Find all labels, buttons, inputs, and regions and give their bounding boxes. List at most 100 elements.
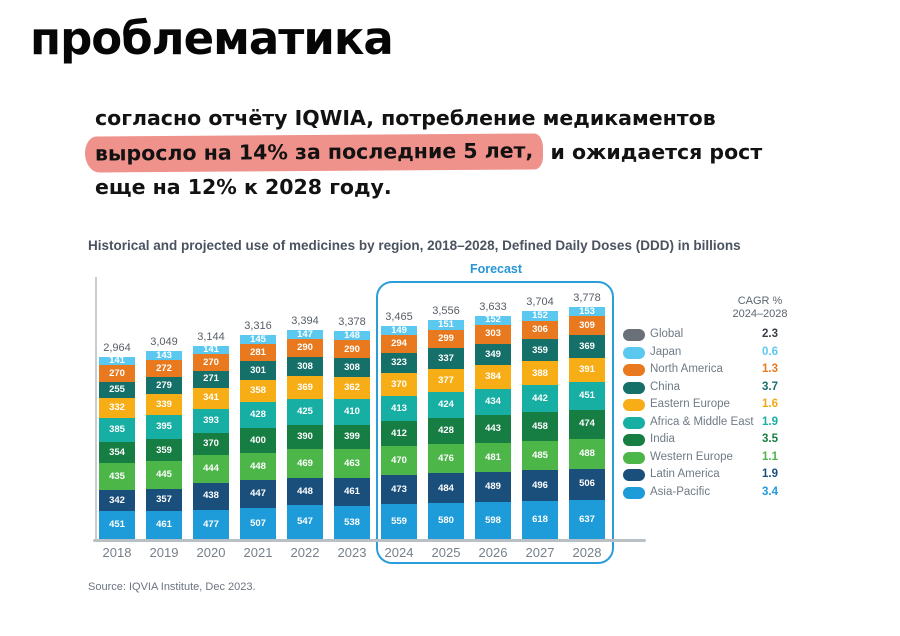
bar-segment-japan: 149: [381, 325, 417, 335]
stacked-bar-2024: 149 294 323 370 413 412 470 473 559: [381, 325, 417, 539]
bar-segment-japan: 152: [522, 311, 558, 321]
bar-segment-latin-america: 506: [569, 468, 605, 500]
legend-label: Latin America: [650, 468, 720, 480]
bar-segment-china: 369: [569, 335, 605, 358]
bar-segment-eastern-europe: 332: [99, 397, 135, 419]
bar-segment-asia-pacific: 477: [193, 509, 229, 539]
forecast-box: [376, 281, 614, 564]
bar-segment-asia-pacific: 580: [428, 503, 464, 539]
bar-segment-japan: 145: [240, 335, 276, 344]
bar-segment-japan: 141: [99, 356, 135, 366]
bar-segment-western-europe: 470: [381, 446, 417, 476]
bar-segment-africa-middle-east: 393: [193, 408, 229, 433]
legend-cagr-value: 1.9: [762, 415, 778, 428]
legend-cagr-value: 1.9: [762, 468, 778, 480]
bar-segment-india: 370: [193, 432, 229, 456]
bar-segment-china: 255: [99, 381, 135, 398]
bar-segment-western-europe: 435: [99, 463, 135, 491]
bar-segment-latin-america: 438: [193, 482, 229, 510]
legend-cagr-value: 2.3: [762, 328, 778, 340]
bar-total-label: 3,704: [526, 296, 554, 309]
bar-segment-latin-america: 473: [381, 475, 417, 505]
bar-segment-latin-america: 489: [475, 472, 511, 503]
bar-segment-latin-america: 484: [428, 473, 464, 504]
bar-segment-eastern-europe: 391: [569, 357, 605, 382]
bar-segment-eastern-europe: 370: [381, 372, 417, 396]
bar-segment-latin-america: 448: [287, 477, 323, 506]
bar-segment-asia-pacific: 538: [334, 505, 370, 539]
bar-total-label: 3,633: [479, 300, 507, 313]
legend-swatch-icon: [623, 434, 645, 446]
bar-total-label: 2,964: [103, 341, 131, 354]
bar-segment-asia-pacific: 637: [569, 499, 605, 539]
stacked-bar-2018: 141 270 255 332 385 354 435 342 451: [99, 356, 135, 539]
legend-label: India: [650, 433, 675, 445]
legend-swatch-icon: [623, 329, 645, 341]
forecast-label: Forecast: [469, 262, 523, 276]
bar-total-label: 3,465: [385, 310, 413, 323]
bar-segment-africa-middle-east: 428: [240, 401, 276, 429]
intro-line-2-rest: и ожидается рост: [543, 140, 763, 164]
x-axis-tick-label: 2027: [525, 545, 555, 560]
bar-segment-western-europe: 448: [240, 452, 276, 481]
bar-segment-asia-pacific: 598: [475, 502, 511, 539]
bar-total-label: 3,144: [197, 330, 225, 343]
bar-segment-asia-pacific: 559: [381, 504, 417, 539]
bar-segment-north-america: 309: [569, 316, 605, 336]
bar-segment-china: 349: [475, 343, 511, 365]
bar-segment-asia-pacific: 547: [287, 505, 323, 539]
bar-segment-western-europe: 463: [334, 449, 370, 478]
bar-segment-asia-pacific: 461: [146, 510, 182, 539]
bar-total-label: 3,556: [432, 305, 460, 318]
bar-segment-north-america: 299: [428, 329, 464, 348]
bar-segment-latin-america: 357: [146, 488, 182, 511]
bar-segment-japan: 152: [475, 315, 511, 325]
bar-segment-africa-middle-east: 395: [146, 414, 182, 440]
bar-segment-india: 359: [146, 439, 182, 462]
bar-segment-north-america: 270: [99, 365, 135, 382]
bar-segment-india: 354: [99, 441, 135, 464]
legend-label: Western Europe: [650, 450, 733, 463]
x-axis-tick-label: 2025: [431, 545, 461, 560]
bar-segment-eastern-europe: 388: [522, 361, 558, 386]
bar-segment-africa-middle-east: 413: [381, 395, 417, 422]
chart-title: Historical and projected use of medicine…: [88, 238, 741, 253]
bar-segment-africa-middle-east: 410: [334, 399, 370, 425]
legend-swatch-icon: [623, 346, 645, 359]
bar-segment-china: 323: [381, 353, 417, 373]
bar-segment-latin-america: 496: [522, 470, 558, 501]
legend-cagr-value: 1.1: [762, 450, 778, 463]
bar-segment-western-europe: 469: [287, 448, 323, 478]
legend-swatch-icon: [623, 469, 645, 481]
bar-segment-china: 279: [146, 376, 182, 395]
stacked-bar-2026: 152 303 349 384 434 443 481 489 598: [475, 315, 511, 539]
bar-segment-japan: 143: [146, 351, 182, 361]
bar-segment-western-europe: 445: [146, 461, 182, 489]
bar-segment-india: 400: [240, 428, 276, 453]
stacked-bar-2022: 147 290 308 369 425 390 469 448 547: [287, 330, 323, 539]
bar-segment-china: 308: [287, 357, 323, 377]
legend-swatch-icon: [623, 451, 645, 464]
x-axis-tick-label: 2023: [337, 545, 367, 560]
bar-segment-latin-america: 342: [99, 490, 135, 512]
bar-segment-china: 301: [240, 361, 276, 380]
bar-segment-eastern-europe: 369: [287, 376, 323, 399]
bar-segment-north-america: 290: [287, 339, 323, 358]
bar-segment-eastern-europe: 384: [475, 364, 511, 389]
bar-segment-western-europe: 476: [428, 444, 464, 474]
x-axis-tick-label: 2022: [290, 545, 320, 560]
legend-cagr-value: 3.5: [762, 433, 778, 445]
bar-segment-japan: 148: [334, 331, 370, 340]
legend-swatch-icon: [623, 416, 645, 429]
bar-segment-western-europe: 488: [569, 438, 605, 469]
bar-segment-eastern-europe: 341: [193, 387, 229, 409]
stacked-bar-2025: 151 299 337 377 424 428 476 484 580: [428, 320, 464, 539]
x-axis-tick-label: 2028: [572, 545, 602, 560]
bar-segment-north-america: 270: [193, 354, 229, 371]
legend-swatch-icon: [623, 486, 645, 499]
bar-segment-latin-america: 461: [334, 477, 370, 506]
x-axis-line: [93, 539, 646, 542]
bar-total-label: 3,394: [291, 315, 319, 328]
legend-label: Africa & Middle East: [650, 415, 754, 428]
